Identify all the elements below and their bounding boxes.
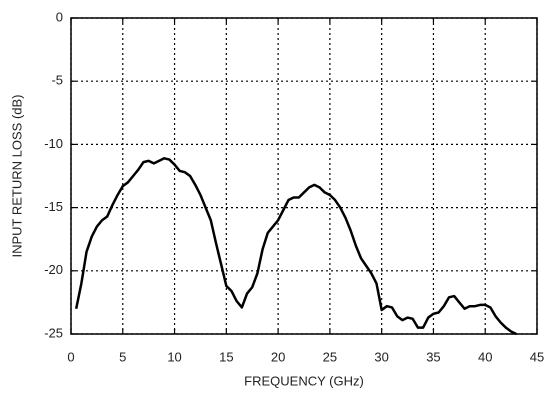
x-tick-label: 45 [530, 349, 544, 364]
x-tick-label: 20 [271, 349, 285, 364]
x-tick-label: 25 [323, 349, 337, 364]
y-tick-label: -25 [44, 325, 63, 340]
x-axis-label: FREQUENCY (GHz) [244, 373, 364, 388]
x-tick-label: 35 [426, 349, 440, 364]
y-tick-label: 0 [56, 9, 63, 24]
y-tick-label: -15 [44, 199, 63, 214]
x-tick-label: 5 [119, 349, 126, 364]
x-tick-label: 10 [167, 349, 181, 364]
y-tick-label: -20 [44, 262, 63, 277]
y-axis-label: INPUT RETURN LOSS (dB) [9, 94, 24, 257]
x-tick-label: 15 [219, 349, 233, 364]
x-tick-label: 40 [478, 349, 492, 364]
data-line [74, 157, 517, 336]
x-tick-label: 30 [374, 349, 388, 364]
plot-frame [70, 17, 538, 335]
y-tick-label: -5 [51, 73, 63, 88]
x-tick-label: 0 [67, 349, 74, 364]
y-tick-label: -10 [44, 136, 63, 151]
